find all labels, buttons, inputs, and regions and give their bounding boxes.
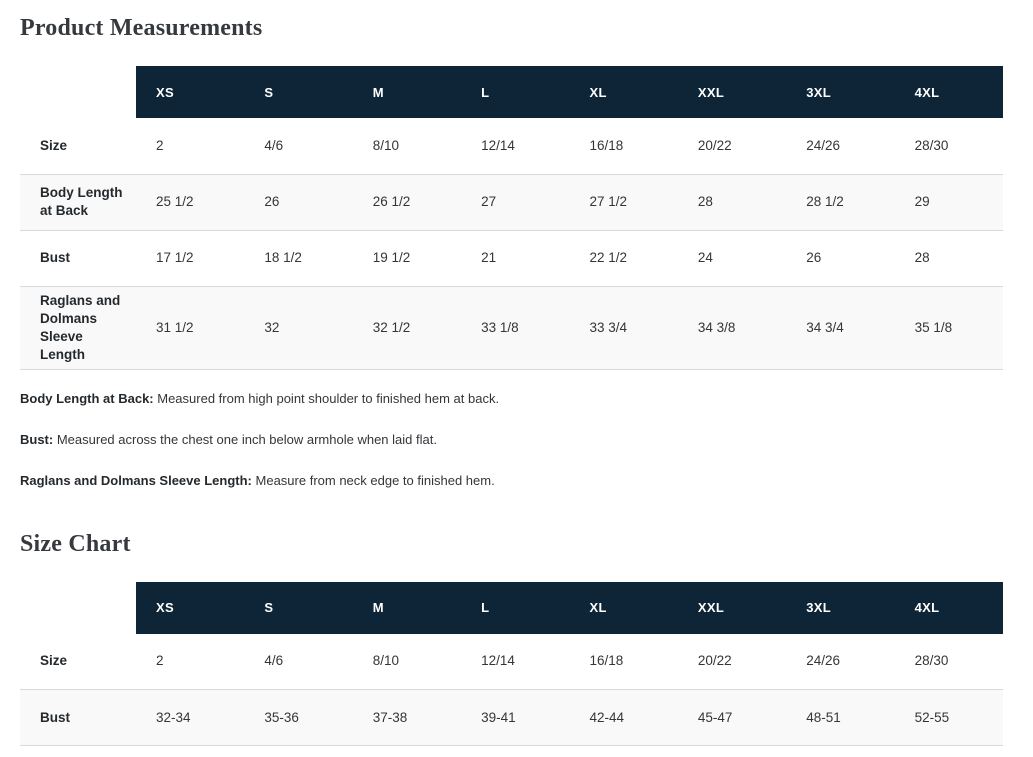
note-term: Bust:: [20, 431, 54, 447]
column-header-s: S: [244, 581, 353, 634]
cell-value: 32-34: [156, 709, 191, 725]
cell-value: 24/26: [806, 137, 841, 153]
note-term: Body Length at Back:: [20, 390, 154, 406]
cell-value: 8/10: [372, 653, 400, 669]
size-chart-title: Size Chart: [20, 530, 131, 557]
note-definition: Measured across the chest one inch below…: [56, 431, 437, 447]
cell-value: 42-44: [589, 709, 625, 725]
column-header-m: M: [352, 66, 462, 118]
table-row: Bust 17 1/2 18 1/2 19 1/2 21 22 1/2 24 26 28: [20, 230, 1003, 286]
column-header-3xl: 3XL: [786, 581, 895, 634]
cell-value: 29: [914, 194, 930, 209]
note-definition: Measure from neck edge to finished hem.: [255, 472, 495, 488]
column-header-l: L: [461, 66, 570, 118]
cell-value: 26: [806, 250, 822, 265]
cell-value: 24/26: [806, 653, 841, 669]
cell-value: 28/30: [914, 137, 949, 153]
cell-value: 35-36: [264, 709, 299, 725]
column-header-m: M: [352, 581, 462, 634]
column-header-l: L: [461, 581, 570, 634]
cell-value: 32 1/2: [372, 319, 411, 335]
cell-value: 12/14: [481, 653, 515, 669]
product-measurements-title: Product Measurements: [20, 15, 263, 41]
cell-value: 34 3/4: [806, 319, 844, 335]
cell-value: 25 1/2: [156, 194, 194, 209]
header-row: XS S M L XL XXL 3XL 4XL: [20, 581, 1003, 634]
table-row: Raglans and Dolmans Sleeve Length 31 1/2 3…: [20, 286, 1003, 369]
cell-value: 48-51: [806, 709, 841, 725]
cell-value: 26: [264, 194, 280, 209]
cell-value: 4/6: [264, 653, 284, 669]
cell-value: 33 3/4: [589, 319, 628, 335]
column-header-4xl: 4XL: [894, 66, 1003, 118]
row-label: Bust: [40, 250, 70, 265]
table-row: Size 2 4/6 8/10 12/14 16/18 20/22 24/26 28/30: [20, 634, 1003, 690]
cell-value: 26 1/2: [372, 194, 411, 209]
row-label: Size: [40, 653, 68, 669]
cell-value: 21: [481, 250, 497, 265]
column-header-s: S: [244, 66, 353, 118]
cell-value: 28/30: [914, 653, 949, 669]
cell-value: 19 1/2: [372, 250, 411, 265]
cell-value: 28 1/2: [806, 194, 844, 209]
cell-value: 22 1/2: [589, 250, 628, 265]
product-measurements-table: XS S M L XL XXL 3XL 4XL Size 2 4/6 8/10 12/14 16/18 20…: [20, 66, 1003, 370]
cell-value: 16/18: [589, 653, 624, 669]
corner-cell: [20, 66, 136, 118]
cell-value: 37-38: [372, 709, 408, 725]
table-row: Size 2 4/6 8/10 12/14 16/18 20/22 24/26 28/30: [20, 118, 1003, 174]
row-label: Size: [40, 137, 68, 153]
row-label: Raglans and Dolmans Sleeve Length: [40, 292, 121, 362]
cell-value: 20/22: [697, 137, 732, 153]
cell-value: 18 1/2: [264, 250, 302, 265]
column-header-xxl: XXL: [677, 581, 787, 634]
cell-value: 27 1/2: [589, 194, 628, 209]
cell-value: 33 1/8: [481, 319, 519, 335]
cell-value: 34 3/8: [697, 319, 736, 335]
cell-value: 12/14: [481, 137, 515, 153]
row-label: Body Length at Back: [40, 185, 123, 218]
column-header-xl: XL: [569, 581, 678, 634]
column-header-xs: XS: [136, 581, 245, 634]
note-body-length: Body Length at Back: Measured from high …: [20, 390, 1003, 407]
table-row: Body Length at Back 25 1/2 26 26 1/2 27 27 1/…: [20, 174, 1003, 230]
measurement-notes: Body Length at Back: Measured from high …: [20, 390, 1003, 489]
cell-value: 35 1/8: [914, 319, 953, 335]
cell-value: 45-47: [697, 709, 733, 725]
column-header-xs: XS: [136, 66, 245, 118]
column-header-3xl: 3XL: [786, 66, 895, 118]
header-row: XS S M L XL XXL 3XL 4XL: [20, 66, 1003, 118]
column-header-4xl: 4XL: [894, 581, 1003, 634]
cell-value: 31 1/2: [156, 319, 194, 335]
cell-value: 20/22: [697, 653, 732, 669]
note-raglans-sleeve: Raglans and Dolmans Sleeve Length: Measu…: [20, 472, 1003, 489]
cell-value: 32: [264, 319, 280, 335]
cell-value: 2: [156, 653, 164, 669]
corner-cell: [20, 582, 136, 634]
note-definition: Measured from high point shoulder to fin…: [157, 390, 500, 406]
column-header-xxl: XXL: [677, 66, 787, 118]
note-term: Raglans and Dolmans Sleeve Length:: [20, 472, 252, 488]
row-label: Bust: [40, 709, 70, 725]
cell-value: 28: [914, 250, 930, 265]
table-row: Bust 32-34 35-36 37-38 39-41 42-44 45-47 48-51 5…: [20, 689, 1003, 746]
cell-value: 16/18: [589, 137, 624, 153]
cell-value: 17 1/2: [156, 250, 194, 265]
cell-value: 2: [156, 137, 164, 153]
cell-value: 28: [697, 194, 713, 209]
cell-value: 24: [697, 250, 713, 265]
cell-value: 27: [481, 194, 497, 209]
cell-value: 8/10: [372, 137, 400, 153]
note-bust: Bust: Measured across the chest one inch…: [20, 431, 1003, 448]
size-chart-table: XS S M L XL XXL 3XL 4XL Size 2 4/6 8/10 12/14 16/18 20…: [20, 581, 1003, 747]
cell-value: 39-41: [481, 709, 516, 725]
cell-value: 4/6: [264, 137, 284, 153]
column-header-xl: XL: [569, 66, 678, 118]
cell-value: 52-55: [914, 709, 950, 725]
